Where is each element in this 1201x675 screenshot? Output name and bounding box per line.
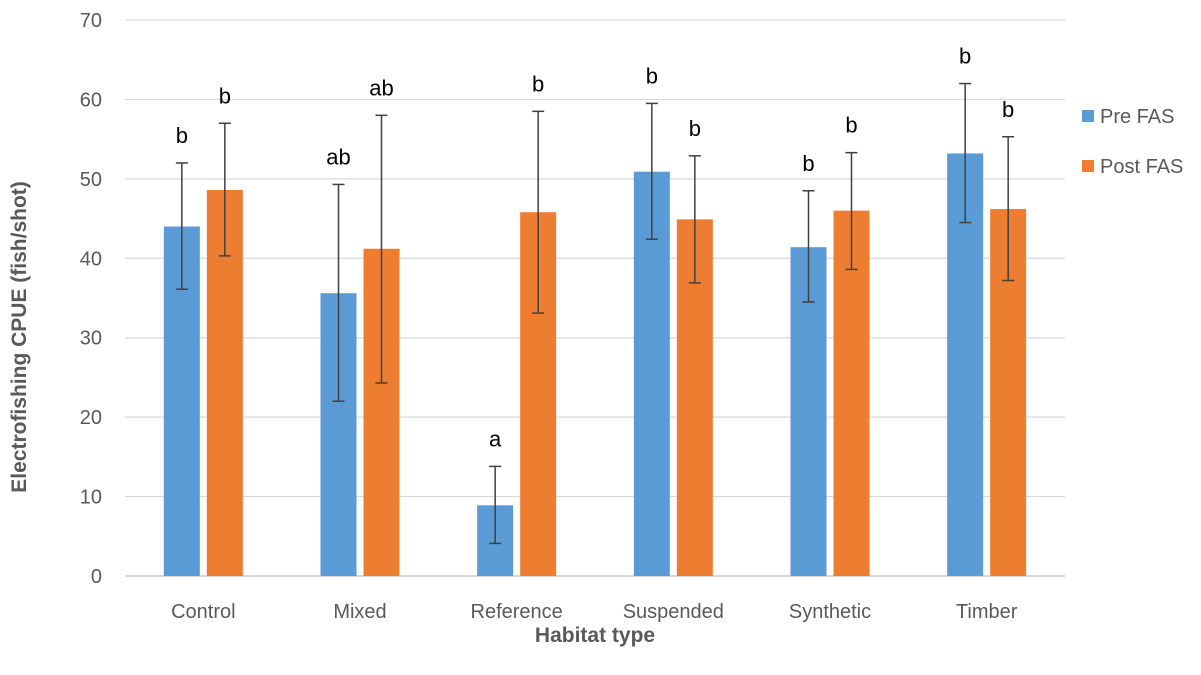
legend-swatch-post <box>1082 160 1094 172</box>
x-axis-ticks: Control Mixed Reference Suspended Synthetic T… <box>171 601 1018 623</box>
significance-label-pre: b <box>176 123 188 148</box>
significance-label-pre: b <box>646 63 658 88</box>
error-bars <box>175 82 1015 545</box>
y-tick-label: 0 <box>91 566 102 588</box>
significance-label-post: b <box>532 71 544 96</box>
x-tick-label: Reference <box>471 601 563 623</box>
y-tick-label: 10 <box>80 487 102 509</box>
legend-swatch-pre <box>1082 110 1094 122</box>
y-axis-title: Electrofishing CPUE (fish/shot) <box>8 181 31 493</box>
significance-label-pre: a <box>489 426 502 451</box>
x-axis-title: Habitat type <box>535 624 655 647</box>
legend-label-post: Post FAS <box>1100 156 1183 178</box>
significance-label-post: b <box>689 116 701 141</box>
significance-label-pre: b <box>802 151 814 176</box>
y-tick-label: 60 <box>80 89 102 111</box>
x-tick-label: Mixed <box>333 601 386 623</box>
y-tick-label: 50 <box>80 169 102 191</box>
legend: Pre FAS Post FAS <box>1082 106 1183 178</box>
y-tick-label: 40 <box>80 248 102 270</box>
y-tick-label: 20 <box>80 407 102 429</box>
legend-label-pre: Pre FAS <box>1100 106 1174 128</box>
x-tick-label: Control <box>171 601 235 623</box>
significance-label-post: b <box>845 113 857 138</box>
gridlines <box>125 19 1065 577</box>
bars <box>163 153 1027 577</box>
significance-label-post: b <box>219 83 231 108</box>
significance-label-post: ab <box>369 75 393 100</box>
y-tick-label: 30 <box>80 328 102 350</box>
significance-label-post: b <box>1002 97 1014 122</box>
significance-label-pre: ab <box>326 144 350 169</box>
bar-pre <box>947 153 984 576</box>
bar-post <box>833 210 870 576</box>
y-tick-label: 70 <box>80 10 102 32</box>
x-tick-label: Synthetic <box>789 601 871 623</box>
x-tick-label: Suspended <box>623 601 724 623</box>
x-tick-label: Timber <box>956 601 1018 623</box>
y-axis-ticks: 0 10 20 30 40 50 60 70 <box>80 10 102 588</box>
significance-label-pre: b <box>959 44 971 69</box>
